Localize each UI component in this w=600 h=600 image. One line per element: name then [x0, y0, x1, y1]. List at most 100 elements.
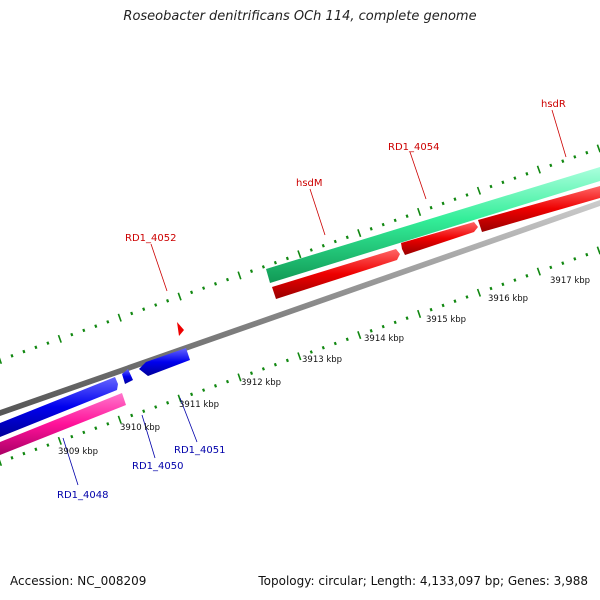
scale-label-3915: 3915 kbp [426, 315, 466, 325]
major-tick [536, 165, 541, 174]
minor-tick [393, 218, 397, 223]
minor-tick [261, 367, 265, 371]
minor-tick [225, 379, 230, 384]
label-RD1_4048[interactable]: RD1_4048 [57, 490, 108, 501]
forward-gene-RD1_4052[interactable] [177, 322, 184, 336]
minor-tick [225, 277, 230, 282]
minor-tick [441, 303, 445, 308]
minor-tick [333, 239, 337, 244]
minor-tick [561, 261, 565, 265]
minor-tick [525, 274, 529, 278]
minor-tick [94, 324, 98, 328]
minor-tick [465, 295, 469, 299]
minor-tick [549, 265, 553, 270]
scale-label-3909: 3909 kbp [58, 447, 98, 457]
inner-tick-track [0, 246, 600, 467]
minor-tick [213, 384, 218, 388]
major-tick [357, 229, 362, 238]
minor-tick [585, 252, 589, 257]
minor-tick [333, 341, 337, 346]
minor-tick [429, 307, 433, 312]
major-tick [476, 288, 482, 297]
major-tick [0, 459, 3, 467]
genome-summary-text: Topology: circular; Length: 4,133,097 bp… [258, 574, 588, 588]
minor-tick [261, 265, 265, 269]
minor-tick [142, 307, 146, 311]
major-tick [177, 394, 182, 403]
minor-tick [154, 303, 158, 307]
minor-tick [106, 422, 110, 426]
scale-label-3912: 3912 kbp [241, 378, 281, 388]
major-tick [297, 250, 302, 259]
scale-label-3911: 3911 kbp [179, 400, 219, 410]
major-tick [536, 267, 541, 276]
accession-text: Accession: NC_008209 [10, 574, 147, 588]
major-tick [237, 373, 242, 382]
reverse-gene-RD1_4048[interactable] [0, 377, 118, 437]
minor-tick [321, 345, 325, 350]
minor-tick [465, 193, 469, 197]
forward-content-band [266, 167, 600, 283]
minor-tick [285, 358, 289, 363]
minor-tick [46, 443, 50, 447]
reverse-gene-RD1_4051[interactable] [139, 348, 190, 376]
minor-tick [573, 257, 577, 261]
minor-tick [573, 155, 577, 159]
minor-tick [345, 337, 349, 342]
label-RD1_4052[interactable]: RD1_4052 [125, 233, 176, 244]
minor-tick [249, 371, 254, 375]
minor-tick [429, 205, 433, 210]
scale-label-3913: 3913 kbp [302, 355, 342, 365]
minor-tick [213, 282, 218, 286]
minor-tick [405, 214, 409, 218]
minor-tick [381, 324, 385, 329]
minor-tick [130, 311, 134, 316]
reverse-content-band [0, 393, 126, 455]
minor-tick [190, 290, 194, 295]
minor-tick [202, 388, 206, 392]
major-tick [417, 207, 422, 216]
minor-tick [166, 401, 170, 405]
label-hsdM[interactable]: hsdM [296, 178, 323, 189]
minor-tick [285, 256, 289, 261]
minor-tick [82, 430, 86, 435]
scale-label-3910: 3910 kbp [120, 423, 160, 433]
minor-tick [489, 286, 493, 291]
minor-tick [405, 316, 409, 320]
minor-tick [82, 328, 86, 333]
minor-tick [22, 349, 26, 354]
minor-tick [309, 350, 313, 354]
minor-tick [309, 248, 313, 252]
forward-gene-hsdR[interactable] [478, 186, 600, 232]
forward-gene-RD1_4054[interactable] [401, 222, 478, 255]
minor-tick [321, 243, 325, 248]
minor-tick [501, 282, 505, 287]
minor-tick [106, 320, 110, 324]
minor-tick [94, 426, 98, 430]
minor-tick [202, 286, 206, 290]
minor-tick [10, 354, 14, 358]
label-RD1_4051[interactable]: RD1_4051 [174, 445, 225, 456]
minor-tick [34, 447, 38, 452]
major-tick [357, 331, 362, 340]
major-tick [297, 352, 302, 361]
scale-labels: 3909 kbp 3910 kbp 3911 kbp 3912 kbp 3913… [58, 276, 590, 457]
minor-tick [273, 362, 277, 367]
forward-labels: RD1_4052 hsdM RD1_4054 hsdR [125, 99, 567, 292]
minor-tick [369, 329, 373, 333]
minor-tick [154, 405, 158, 409]
major-tick [117, 313, 122, 322]
minor-tick [10, 456, 14, 460]
minor-tick [22, 451, 26, 456]
label-hsdR[interactable]: hsdR [541, 99, 566, 110]
minor-tick [190, 392, 194, 397]
reverse-gene-RD1_4050[interactable] [122, 369, 133, 384]
scale-label-3917: 3917 kbp [550, 276, 590, 286]
label-RD1_4054[interactable]: RD1_4054 [388, 142, 439, 153]
reverse-labels: RD1_4048 RD1_4050 RD1_4051 [57, 397, 225, 501]
map-title: Roseobacter denitrificans OCh 114, compl… [123, 9, 477, 24]
forward-gene-hsdM[interactable] [272, 249, 400, 299]
minor-tick [249, 269, 254, 273]
label-RD1_4050[interactable]: RD1_4050 [132, 461, 183, 472]
